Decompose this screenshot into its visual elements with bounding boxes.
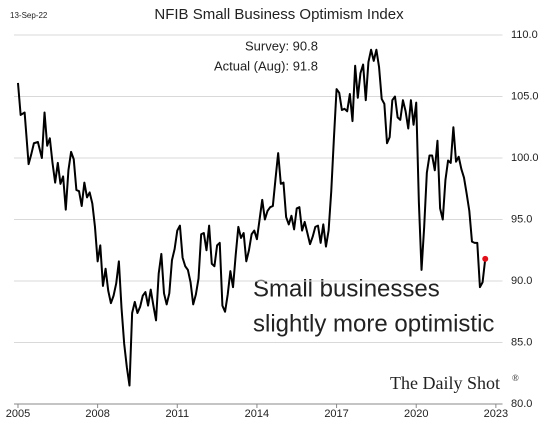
y-tick-label: 90.0 [511, 275, 532, 287]
y-tick-label: 105.0 [511, 90, 539, 102]
y-tick-label: 85.0 [511, 336, 532, 348]
chart-title: NFIB Small Business Optimism Index [154, 6, 404, 23]
line-series [16, 48, 487, 387]
x-tick-label: 2017 [324, 408, 348, 420]
x-tick-label: 2011 [165, 408, 189, 420]
y-tick-label: 80.0 [511, 398, 532, 410]
y-tick-label: 95.0 [511, 213, 532, 225]
y-tick-label: 100.0 [511, 152, 539, 164]
callout: slightly more optimistic [253, 310, 494, 337]
y-tick-label: 110.0 [511, 29, 538, 41]
x-tick-label: 2008 [85, 408, 109, 420]
annotation: Actual (Aug): 91.8 [214, 58, 318, 73]
latest-point [482, 255, 489, 262]
x-tick-label: 2005 [6, 408, 30, 420]
date-label: 13-Sep-22 [10, 11, 48, 20]
x-tick-label: 2020 [404, 408, 428, 420]
x-tick-label: 2023 [484, 408, 508, 420]
callout: Small businesses [253, 275, 440, 302]
watermark-mark: ® [512, 373, 519, 383]
annotation: Survey: 90.8 [245, 38, 318, 53]
watermark: The Daily Shot [390, 373, 500, 393]
x-tick-label: 2014 [245, 408, 269, 420]
